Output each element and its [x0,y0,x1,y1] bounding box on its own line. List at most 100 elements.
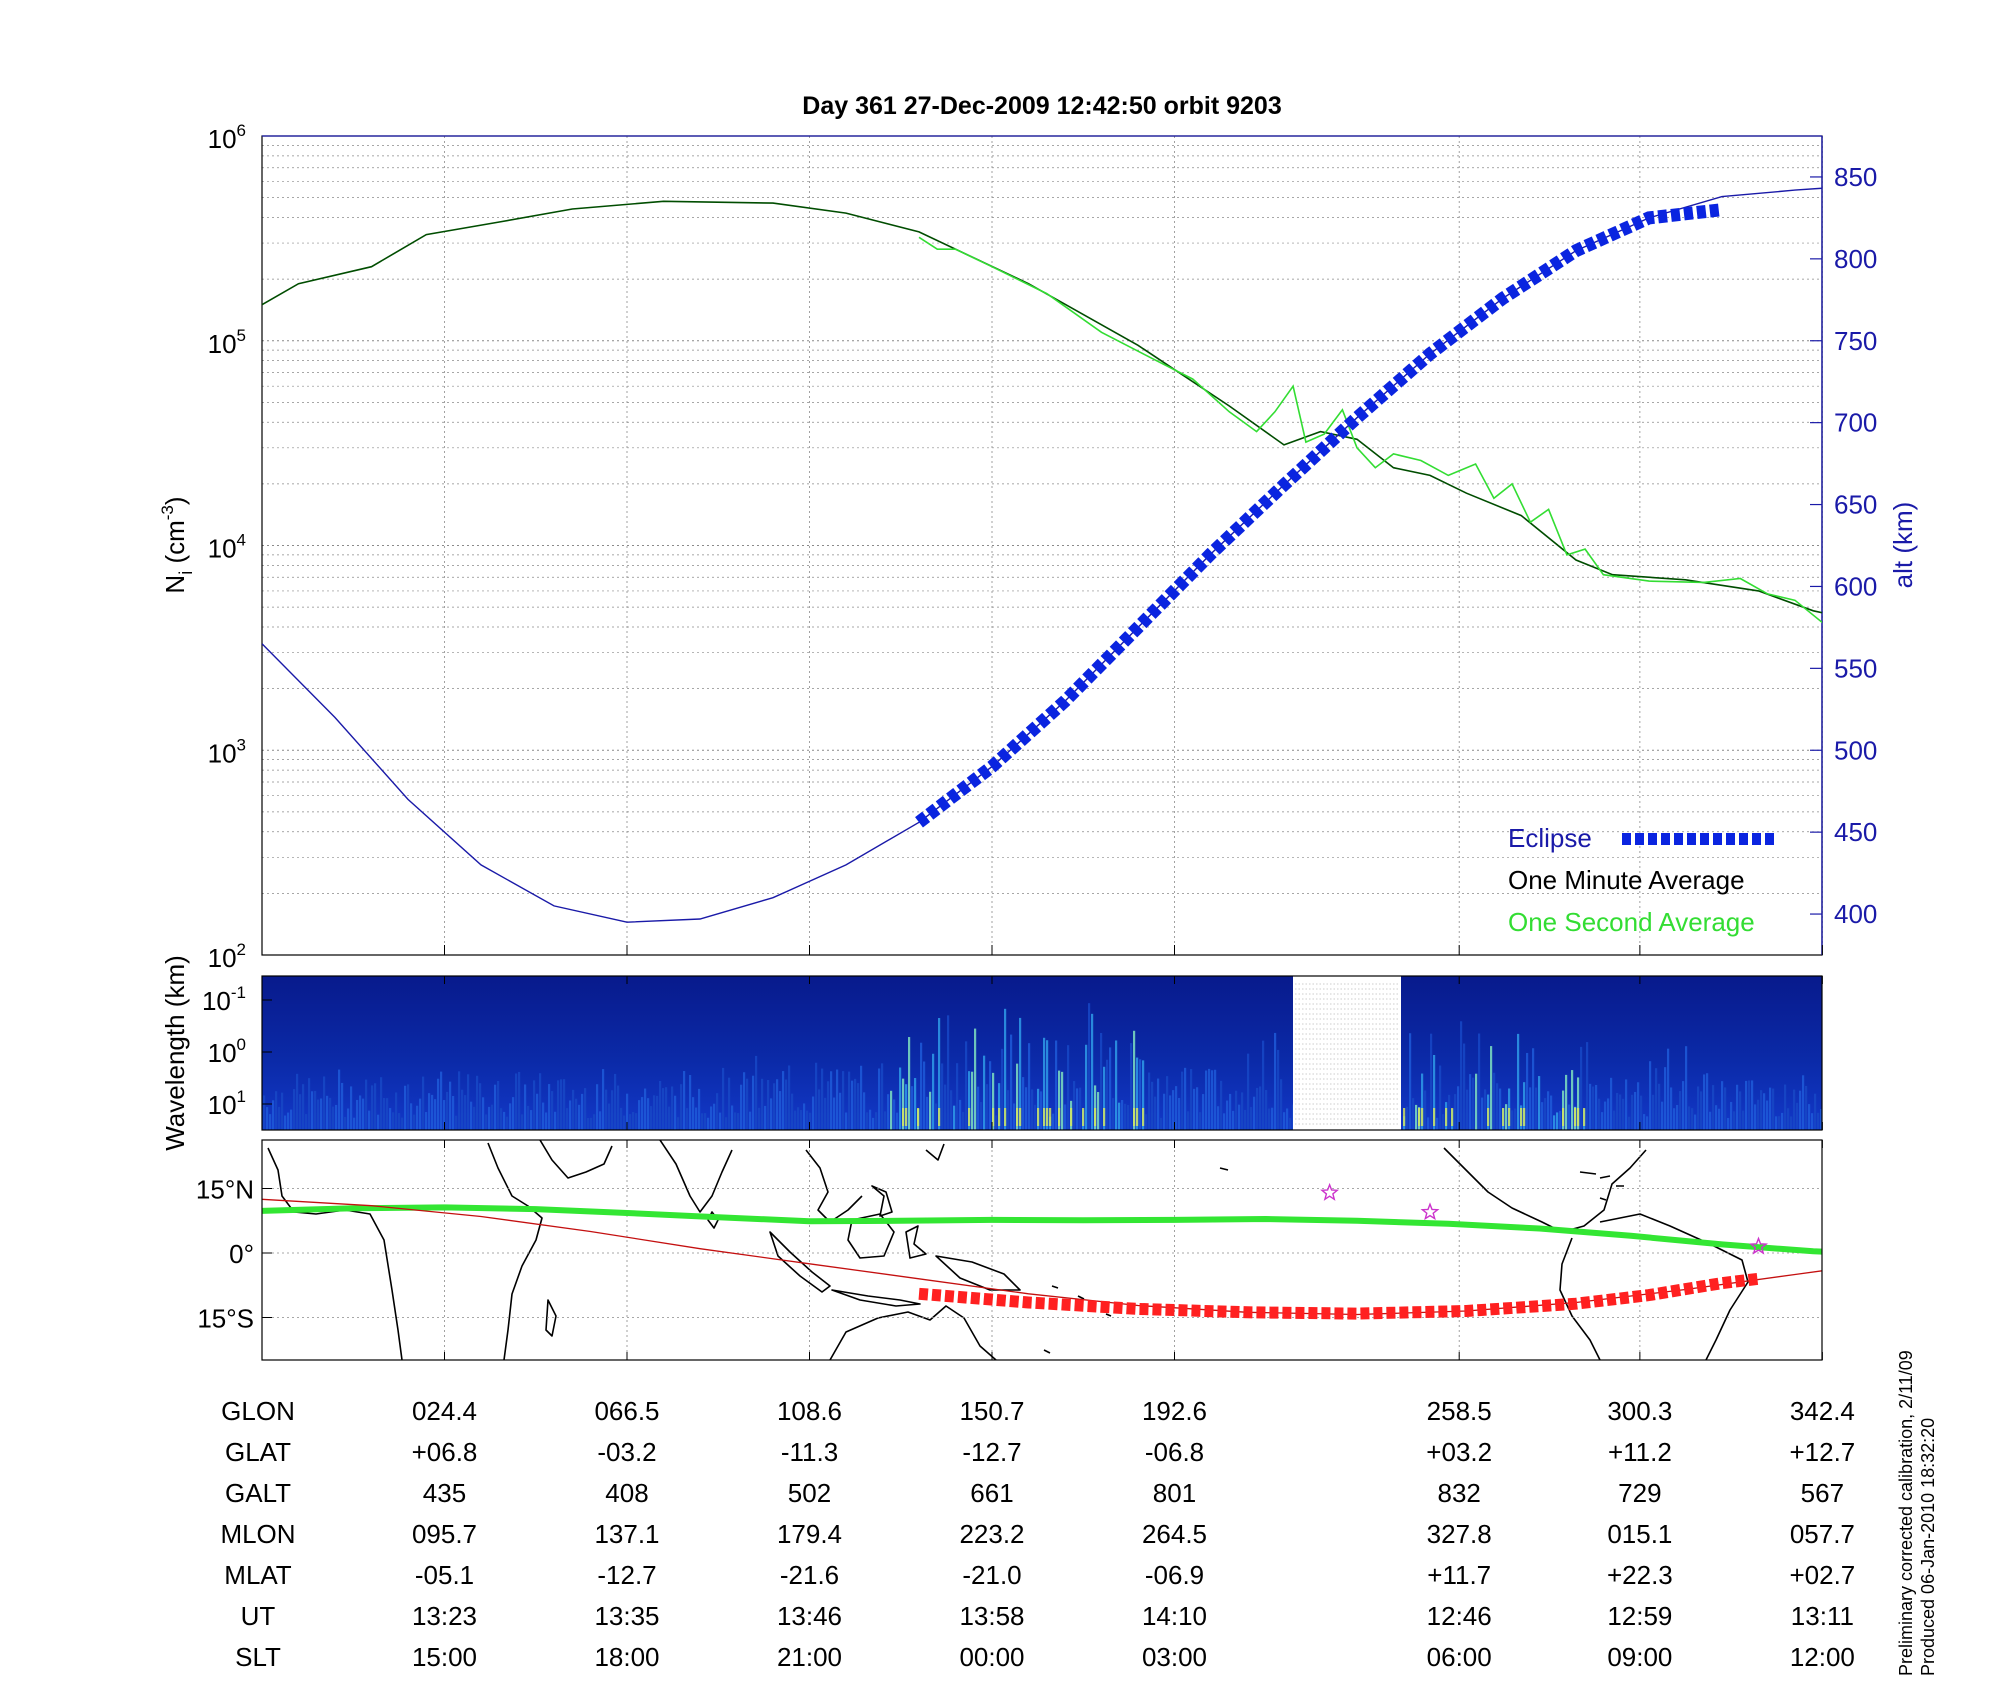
spectrogram-bar [1055,1040,1058,1130]
spectrogram-bar [893,1099,896,1130]
spectrogram-bar [1523,1082,1526,1130]
spectrogram-hot-cell [998,1108,1001,1126]
spectrogram-bar [497,1080,500,1130]
table-cell: 567 [1801,1478,1844,1508]
spectrogram-bar [1571,1070,1574,1130]
spectrogram-bar [1517,1033,1520,1130]
spectrogram-bar [1466,1089,1469,1130]
spectrogram-bar [962,1111,965,1130]
table-cell: +12.7 [1789,1437,1855,1467]
spectrogram-bar [1169,1095,1172,1130]
spectrogram-bar [1157,1078,1160,1130]
spectrogram-hot-cell [1019,1108,1022,1126]
spectrogram-bar [836,1069,839,1130]
spectrogram-bar [1748,1080,1751,1130]
table-cell: 21:00 [777,1642,842,1672]
spectrogram-bar [1532,1048,1535,1130]
spectrogram-hot-cell [1094,1108,1097,1126]
java-coastline [831,1289,921,1307]
spectrogram-bar [998,1083,1001,1130]
spectrogram-bar [887,1094,890,1130]
spectrogram-bar [602,1069,605,1130]
spectrogram-bar [812,1096,815,1130]
spectrogram-bar [1697,1086,1700,1130]
spectrogram-bar [797,1107,800,1130]
spectrogram-bar [1751,1080,1754,1130]
spectrogram-bar [389,1108,392,1130]
spectrogram-bar [1637,1082,1640,1130]
spectrogram-bar [461,1089,464,1130]
spectrogram-bar [377,1114,380,1130]
table-cell: 09:00 [1607,1642,1672,1672]
spectrogram-bar [476,1075,479,1130]
spectrogram-bar [524,1084,527,1130]
spectrogram-bar [440,1071,443,1130]
spectrogram-bar [860,1065,863,1130]
spectrogram-bar [1550,1095,1553,1130]
spectrogram-bar [434,1099,437,1130]
table-cell: 408 [605,1478,648,1508]
spectrogram-bar [263,1095,266,1130]
spectrogram-bar [791,1093,794,1130]
spectrogram-bar [1283,1112,1286,1130]
spectrogram-bar [500,1108,503,1130]
spectrogram-hot-cell [1520,1108,1523,1126]
spectrogram-bar [1277,1049,1280,1130]
table-cell: 06:00 [1427,1642,1492,1672]
table-cell: 057.7 [1790,1519,1855,1549]
spectrogram-bar [788,1065,791,1130]
spectrogram-bar [1148,1072,1151,1130]
spectrogram-bar [953,1105,956,1130]
table-cell: -11.3 [781,1437,838,1467]
spectrogram-bar [1541,1102,1544,1130]
spectrogram-hot-cell [1445,1108,1448,1126]
spectrogram-bar [470,1101,473,1130]
spectrogram-bar [905,1084,908,1130]
spectrogram-hot-cell [1082,1108,1085,1126]
spectrogram-bar [1775,1116,1778,1130]
spectrogram-hot-cell [1058,1108,1061,1126]
spectrogram-bar [1226,1100,1229,1130]
spectrogram-bar [1127,1105,1130,1130]
table-cell: 223.2 [959,1519,1024,1549]
spectrogram-hot-cell [1046,1108,1049,1126]
spectrogram-bar [428,1093,431,1130]
spectrogram-bar [584,1088,587,1130]
spectrogram-bar [1280,1079,1283,1130]
spectrogram-bar [362,1098,365,1130]
spectrogram-bar [1406,1106,1409,1130]
altitude-tick-label: 700 [1834,408,1877,438]
altitude-tick-label: 450 [1834,817,1877,847]
spectrogram-y-axis: 10-1 100 101 [202,983,272,1120]
spectrogram-bar [1187,1111,1190,1130]
table-cell: -05.1 [415,1560,474,1590]
spectrogram-hot-cell [938,1108,941,1126]
spectrogram-bar [1160,1117,1163,1130]
side-note: Preliminary corrected calibration, 2/11/… [1896,1350,1938,1676]
spectrogram-bar [800,1110,803,1130]
spectrogram-bar [1238,1104,1241,1130]
spectrogram-bar [296,1073,299,1130]
spectrogram-bar [665,1087,668,1130]
spectrogram-bar [1004,1008,1007,1130]
spectrogram-bar [1796,1102,1799,1130]
table-row-label: MLAT [224,1560,292,1590]
spectrogram-bar [1634,1091,1637,1130]
spectrogram-bar [479,1083,482,1130]
spectrogram-bar [1211,1070,1214,1130]
spectrogram-bar [1109,1047,1112,1130]
spectrogram-bar [1601,1112,1604,1130]
spectrogram-bar [1412,1098,1415,1130]
spectrogram-bar [398,1113,401,1130]
altitude-tick-label: 850 [1834,162,1877,192]
spectrogram-bar [1223,1113,1226,1130]
table-cell: -03.2 [597,1437,656,1467]
spectrogram-bar [1739,1091,1742,1130]
spectrogram-bar [1019,1017,1022,1130]
spectrogram-bar [1175,1086,1178,1130]
map-tick-label: 0° [229,1239,254,1269]
spectrogram-bar [1805,1085,1808,1130]
spectrogram-hot-cell [1508,1108,1511,1126]
density-tick-label: 104 [208,531,246,564]
spectrogram-bar [1691,1108,1694,1130]
